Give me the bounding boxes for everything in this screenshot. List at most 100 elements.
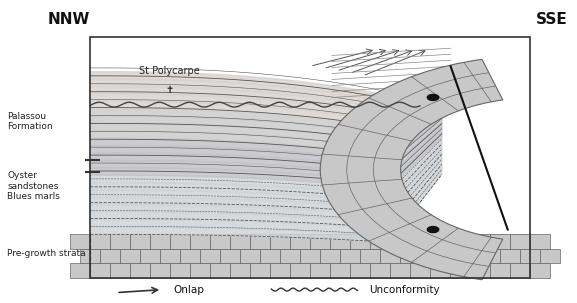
Polygon shape	[91, 151, 442, 216]
Bar	[440, 249, 460, 263]
Bar	[539, 249, 560, 263]
Polygon shape	[91, 72, 442, 102]
Polygon shape	[91, 123, 442, 175]
Bar	[170, 234, 190, 249]
Bar	[509, 263, 530, 278]
Bar	[230, 263, 250, 278]
Polygon shape	[91, 118, 442, 169]
Bar	[470, 234, 490, 249]
Bar	[130, 263, 150, 278]
Bar	[210, 234, 230, 249]
Bar	[140, 249, 160, 263]
Polygon shape	[91, 109, 442, 155]
Bar	[470, 263, 490, 278]
Text: SSE: SSE	[536, 12, 568, 27]
Bar	[190, 263, 210, 278]
Polygon shape	[91, 142, 442, 202]
Bar	[290, 234, 310, 249]
Bar	[210, 263, 230, 278]
Bar	[450, 263, 470, 278]
Bar	[110, 263, 130, 278]
Bar	[80, 249, 100, 263]
Polygon shape	[91, 76, 442, 109]
Bar	[150, 263, 170, 278]
Polygon shape	[91, 165, 442, 236]
Bar	[290, 263, 310, 278]
Bar	[220, 249, 240, 263]
Bar	[370, 234, 390, 249]
Bar	[330, 234, 350, 249]
Wedge shape	[320, 59, 503, 280]
Bar	[509, 234, 530, 249]
Polygon shape	[91, 160, 442, 229]
Bar	[380, 249, 400, 263]
Bar	[260, 249, 280, 263]
Bar	[400, 249, 420, 263]
Bar	[310, 263, 330, 278]
Bar	[390, 263, 410, 278]
Bar	[150, 234, 170, 249]
Bar	[250, 234, 270, 249]
Bar	[430, 263, 450, 278]
Bar	[230, 234, 250, 249]
Bar	[370, 263, 390, 278]
Bar	[130, 234, 150, 249]
Circle shape	[428, 227, 439, 233]
Bar	[100, 249, 121, 263]
Bar	[350, 263, 370, 278]
Bar	[520, 249, 539, 263]
Bar	[240, 249, 260, 263]
Text: Unconformity: Unconformity	[369, 285, 440, 295]
Polygon shape	[91, 156, 442, 222]
Bar	[250, 263, 270, 278]
Text: Palassou
Formation: Palassou Formation	[7, 112, 53, 131]
Bar	[170, 263, 190, 278]
Bar	[490, 234, 509, 249]
Text: Oyster
sandstones
Blues marls: Oyster sandstones Blues marls	[7, 171, 60, 201]
Polygon shape	[91, 95, 442, 135]
Bar	[500, 249, 520, 263]
Polygon shape	[91, 90, 442, 129]
Bar	[190, 234, 210, 249]
Polygon shape	[91, 81, 442, 115]
Bar	[340, 249, 360, 263]
Bar	[310, 234, 330, 249]
Polygon shape	[91, 114, 442, 162]
Bar	[121, 249, 140, 263]
Bar	[320, 249, 340, 263]
Text: ✝: ✝	[166, 85, 174, 95]
Text: Pre-growth strata: Pre-growth strata	[7, 249, 86, 258]
Bar	[350, 234, 370, 249]
Bar	[420, 249, 440, 263]
Bar	[270, 263, 290, 278]
Bar	[70, 234, 91, 249]
Circle shape	[428, 95, 439, 101]
Bar	[390, 234, 410, 249]
Bar	[490, 263, 509, 278]
Bar	[91, 37, 530, 278]
Text: Onlap: Onlap	[174, 285, 204, 295]
Polygon shape	[91, 170, 442, 242]
Text: St Polycarpe: St Polycarpe	[139, 66, 200, 76]
Bar	[270, 234, 290, 249]
Bar	[410, 263, 430, 278]
Bar	[160, 249, 180, 263]
Bar	[530, 234, 550, 249]
Bar	[530, 263, 550, 278]
Bar	[360, 249, 380, 263]
Bar	[91, 263, 110, 278]
Bar	[280, 249, 300, 263]
Polygon shape	[91, 137, 442, 196]
Bar	[200, 249, 220, 263]
Bar	[91, 234, 110, 249]
Bar	[410, 234, 430, 249]
Bar	[70, 263, 91, 278]
Bar	[479, 249, 500, 263]
Polygon shape	[91, 128, 442, 182]
Bar	[300, 249, 320, 263]
Polygon shape	[91, 100, 442, 142]
Bar	[450, 234, 470, 249]
Bar	[110, 234, 130, 249]
Polygon shape	[91, 146, 442, 209]
Text: NNW: NNW	[47, 12, 89, 27]
